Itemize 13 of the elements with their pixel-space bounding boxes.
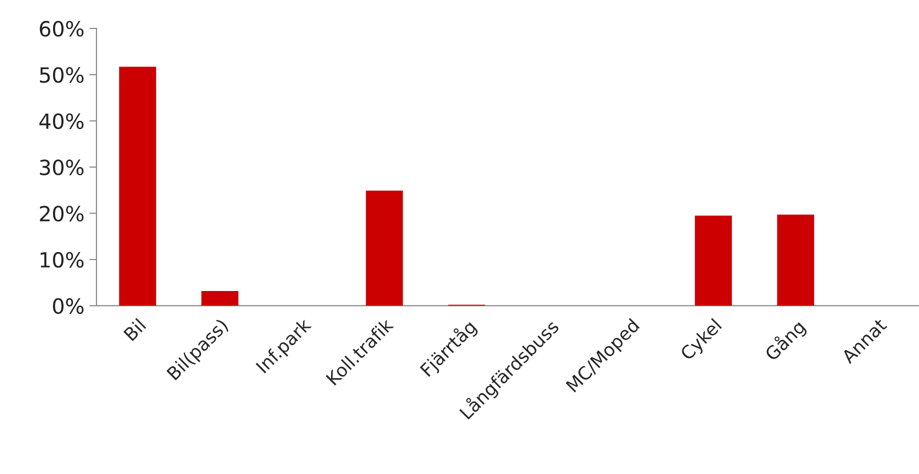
y-tick-label: 0%	[53, 298, 84, 314]
bar	[201, 290, 238, 306]
x-tick-label: Bil	[123, 318, 146, 342]
y-tick-label: 20%	[40, 206, 84, 222]
bar	[366, 190, 403, 306]
bar	[694, 216, 732, 306]
bar	[119, 66, 156, 306]
y-tick-label: 30%	[40, 160, 84, 176]
y-tick-label: 10%	[40, 252, 84, 268]
bar	[777, 214, 814, 306]
y-tick-label: 60%	[40, 20, 84, 37]
y-tick-label: 40%	[39, 113, 84, 130]
y-tick-label: 50%	[40, 67, 84, 83]
